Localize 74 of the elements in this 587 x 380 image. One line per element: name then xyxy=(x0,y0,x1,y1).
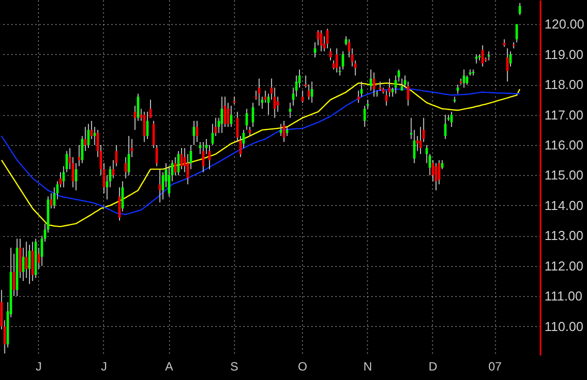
candlestick xyxy=(124,156,127,179)
candlestick xyxy=(336,48,338,74)
candlestick xyxy=(475,54,478,64)
candlestick xyxy=(246,108,248,130)
candlestick xyxy=(444,114,447,140)
candlestick xyxy=(146,111,149,140)
y-tick-label: 116.00 xyxy=(544,138,584,153)
candlestick xyxy=(180,148,183,170)
candlestick xyxy=(286,126,288,136)
candlestick xyxy=(301,90,304,104)
x-tick-label: J xyxy=(100,360,107,374)
candlestick xyxy=(413,129,416,164)
candlestick xyxy=(93,126,96,146)
candlestick xyxy=(516,24,518,43)
candlestick xyxy=(174,156,177,176)
candlestick xyxy=(426,144,428,164)
candlestick xyxy=(370,68,372,92)
candlestick xyxy=(308,84,310,100)
candlestick xyxy=(78,144,80,167)
candlestick xyxy=(220,96,224,134)
candlestick xyxy=(128,135,130,176)
candlestick xyxy=(378,81,382,92)
y-tick-label: 117.00 xyxy=(544,107,584,122)
candlestick xyxy=(258,78,260,106)
x-tick-label: A xyxy=(165,360,174,374)
y-tick-label: 118.00 xyxy=(544,77,584,92)
candlestick xyxy=(326,28,329,49)
y-tick-label: 113.00 xyxy=(544,228,584,244)
candlestick xyxy=(506,48,509,82)
candlestick xyxy=(280,123,282,136)
y-tick-label: 110.00 xyxy=(544,318,584,334)
candlestick xyxy=(152,120,155,149)
candlestick xyxy=(450,111,453,128)
y-tick-label: 115.00 xyxy=(544,168,584,183)
candlestick xyxy=(177,150,180,176)
candlestick xyxy=(25,241,28,278)
x-tick-label: S xyxy=(230,360,238,374)
candlestick xyxy=(87,123,90,149)
candlestick xyxy=(248,126,252,136)
candlestick xyxy=(456,84,459,94)
candlestick xyxy=(518,2,522,16)
candlestick xyxy=(226,102,230,128)
candlestick xyxy=(400,78,404,92)
y-tick-label: 120.00 xyxy=(544,16,584,32)
candlestick xyxy=(158,168,162,203)
candlestick xyxy=(416,135,419,152)
candlestick xyxy=(320,30,322,52)
x-tick-label: J xyxy=(36,360,42,374)
candlestick xyxy=(466,75,468,86)
candlestick xyxy=(366,99,369,110)
candlestick xyxy=(357,90,360,104)
y-tick-label: 112.00 xyxy=(544,258,584,274)
candlestick xyxy=(363,105,366,128)
candlestick xyxy=(156,144,158,167)
candlestick xyxy=(230,105,232,128)
y-tick-label: 111.00 xyxy=(544,288,582,304)
candlestick xyxy=(481,44,484,67)
candlestick xyxy=(276,96,279,112)
candlestick xyxy=(310,81,314,104)
x-tick-label: N xyxy=(363,360,372,374)
x-tick-label: D xyxy=(428,360,438,374)
candlestick xyxy=(196,120,198,142)
candlestick xyxy=(143,111,146,142)
y-tick-label: 119.00 xyxy=(544,46,584,62)
candlestick xyxy=(202,142,204,173)
x-tick-label: 07 xyxy=(488,360,502,374)
candlestick xyxy=(84,126,87,152)
candlestick xyxy=(252,102,254,128)
candlestick xyxy=(342,50,344,70)
candlestick xyxy=(50,192,52,209)
candlestick xyxy=(441,160,444,170)
y-tick-label: 114.00 xyxy=(544,198,584,213)
candlestick xyxy=(288,102,292,118)
x-tick-label: O xyxy=(298,360,308,374)
